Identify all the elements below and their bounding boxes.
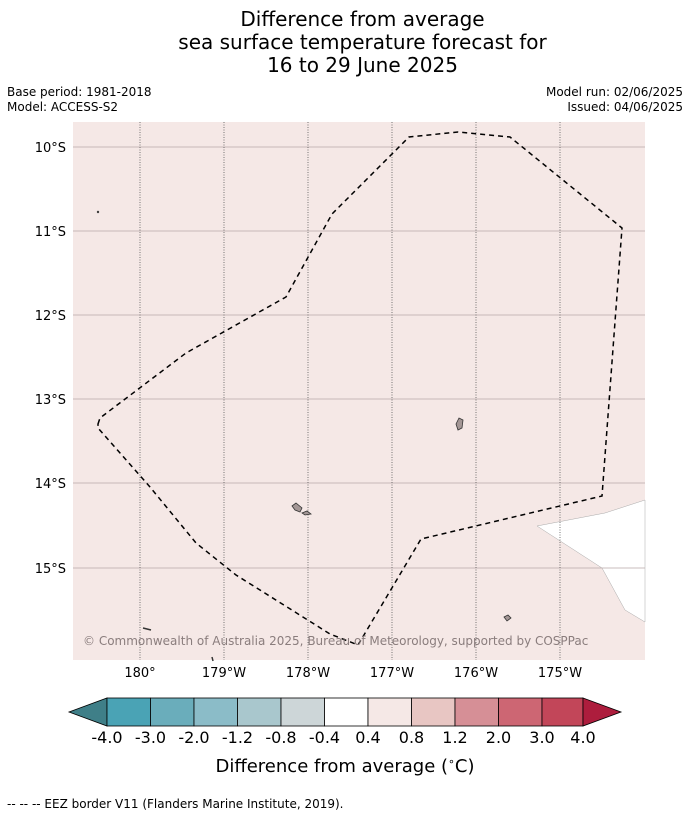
colorbar-label: Difference from average (∘C) bbox=[215, 755, 474, 777]
colorbar-tick-12: 4.0 bbox=[570, 728, 595, 747]
colorbar-ticks: -4.0 -3.0 -2.0 -1.2 -0.8 -0.4 0.4 0.8 1.… bbox=[91, 728, 595, 747]
lat-gridlines bbox=[73, 146, 645, 569]
meta-right: Model run: 02/06/2025 Issued: 04/06/2025 bbox=[546, 85, 683, 115]
lat-label-4: 13°S bbox=[35, 393, 66, 408]
lat-label-3: 12°S bbox=[35, 309, 66, 324]
colorbar bbox=[67, 697, 623, 727]
lat-labels: 10°S 11°S 12°S 13°S 14°S 15°S bbox=[35, 141, 66, 577]
lon-label-2: 179°W bbox=[202, 666, 246, 681]
colorbar-low-arrow bbox=[67, 697, 108, 727]
colorbar-segment-3 bbox=[193, 697, 238, 727]
colorbar-segment-7 bbox=[367, 697, 412, 727]
lat-label-1: 10°S bbox=[35, 141, 66, 156]
lon-labels: 180° 179°W 178°W 177°W 176°W 175°W bbox=[124, 666, 582, 681]
colorbar-tick-2: -3.0 bbox=[135, 728, 166, 747]
title-line-3: 16 to 29 June 2025 bbox=[267, 53, 458, 77]
colorbar-segment-6 bbox=[324, 697, 369, 727]
island-south bbox=[503, 614, 512, 622]
colorbar-tick-7: 0.4 bbox=[355, 728, 380, 747]
lon-label-4: 177°W bbox=[370, 666, 414, 681]
colorbar-tick-3: -2.0 bbox=[178, 728, 209, 747]
title-line-2: sea surface temperature forecast for bbox=[178, 30, 547, 54]
colorbar-segment-8 bbox=[411, 697, 456, 727]
lon-label-3: 178°W bbox=[286, 666, 330, 681]
colorbar-tick-10: 2.0 bbox=[486, 728, 511, 747]
copyright-note: © Commonwealth of Australia 2025, Bureau… bbox=[83, 634, 588, 648]
lon-label-1: 180° bbox=[124, 666, 155, 681]
map-title: Difference from average sea surface temp… bbox=[0, 8, 690, 77]
island-bottom bbox=[211, 656, 214, 662]
map-figure: 10°S 11°S 12°S 13°S 14°S 15°S 180° 179°W… bbox=[35, 122, 646, 777]
islands bbox=[96, 210, 512, 662]
colorbar-high-arrow bbox=[582, 697, 623, 727]
colorbar-tick-8: 0.8 bbox=[399, 728, 424, 747]
colorbar-segment-2 bbox=[150, 697, 195, 727]
colorbar-segment-11 bbox=[541, 697, 584, 727]
colorbar-tick-11: 3.0 bbox=[529, 728, 554, 747]
colorbar-tick-4: -1.2 bbox=[222, 728, 253, 747]
island-dot bbox=[96, 210, 100, 214]
colorbar-segment-1 bbox=[106, 697, 151, 727]
island-north bbox=[455, 417, 464, 431]
lat-label-2: 11°S bbox=[35, 225, 66, 240]
base-period: Base period: 1981-2018 bbox=[7, 85, 152, 99]
colorbar-segment-9 bbox=[454, 697, 499, 727]
lon-label-6: 175°W bbox=[538, 666, 582, 681]
model-name: Model: ACCESS-S2 bbox=[7, 100, 119, 114]
meta-left: Base period: 1981-2018 Model: ACCESS-S2 bbox=[7, 85, 152, 115]
sea-area bbox=[73, 122, 645, 660]
eez-border bbox=[97, 131, 623, 646]
colorbar-tick-9: 1.2 bbox=[442, 728, 467, 747]
island-west-small bbox=[301, 510, 312, 516]
colorbar-tick-6: -0.4 bbox=[309, 728, 340, 747]
issued-date: Issued: 04/06/2025 bbox=[567, 100, 683, 114]
lon-gridlines bbox=[139, 122, 561, 660]
title-line-1: Difference from average bbox=[240, 7, 485, 31]
colorbar-segment-10 bbox=[498, 697, 543, 727]
island-southwest bbox=[142, 627, 152, 631]
colorbar-tick-1: -4.0 bbox=[91, 728, 122, 747]
colorbar-tick-5: -0.8 bbox=[265, 728, 296, 747]
colorbar-segment-4 bbox=[237, 697, 282, 727]
lon-label-5: 176°W bbox=[454, 666, 498, 681]
island-west bbox=[291, 502, 303, 513]
lat-label-6: 15°S bbox=[35, 562, 66, 577]
lat-label-5: 14°S bbox=[35, 477, 66, 492]
model-run: Model run: 02/06/2025 bbox=[545, 85, 683, 99]
eez-legend: -- -- -- EEZ border V11 (Flanders Marine… bbox=[7, 797, 344, 811]
colorbar-segment-5 bbox=[280, 697, 325, 727]
